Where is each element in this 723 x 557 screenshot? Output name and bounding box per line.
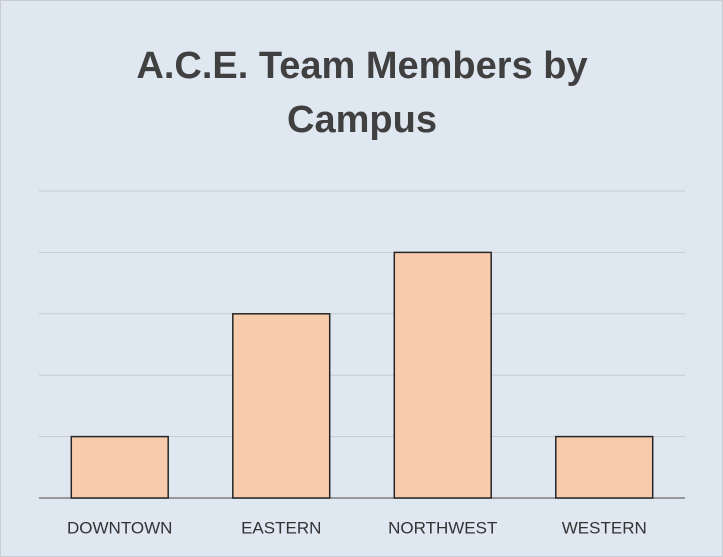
bar — [70, 435, 169, 499]
x-tick-label: WESTERN — [562, 518, 647, 537]
bar — [232, 313, 331, 499]
x-tick-label: EASTERN — [241, 518, 321, 537]
bar — [555, 435, 654, 499]
chart-title: A.C.E. Team Members by Campus — [136, 45, 588, 141]
x-tick-label: NORTHWEST — [388, 518, 497, 537]
x-tick-label: DOWNTOWN — [67, 518, 172, 537]
bar — [393, 251, 492, 499]
